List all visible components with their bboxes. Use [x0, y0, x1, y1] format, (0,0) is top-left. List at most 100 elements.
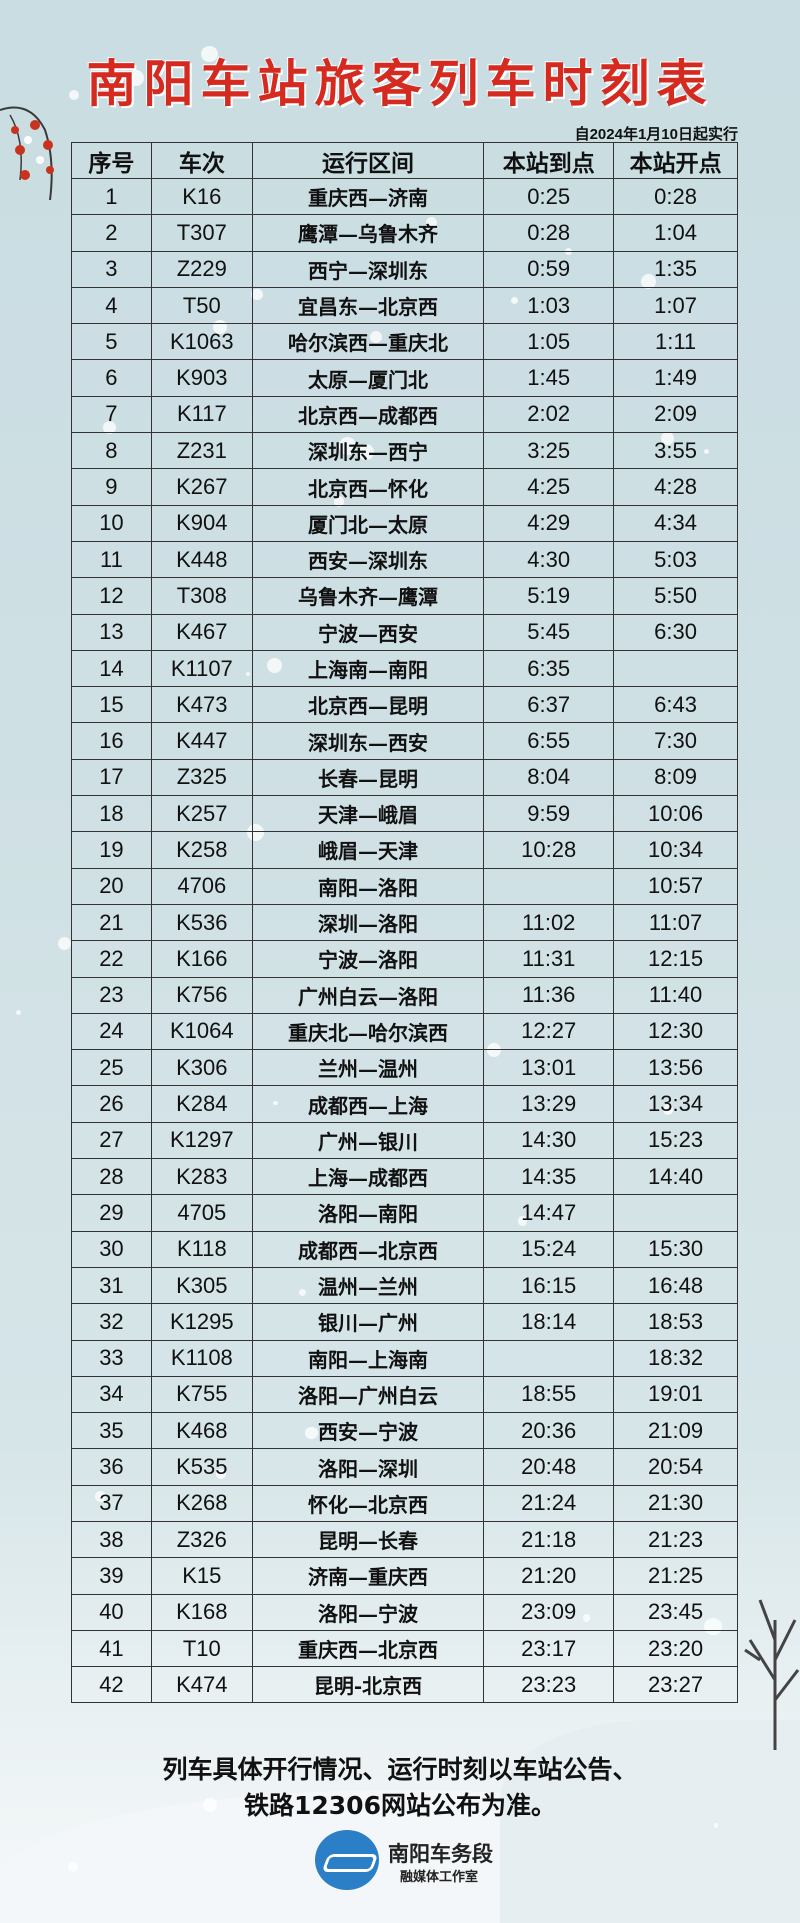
cell-departure: 11:07 [613, 903, 738, 942]
cell-route: 兰州—温州 [251, 1049, 485, 1087]
cell-arrival: 5:19 [483, 577, 615, 615]
cell-route: 重庆西—济南 [251, 177, 485, 216]
railway-logo-icon [315, 1830, 379, 1890]
cell-index: 39 [71, 1557, 152, 1595]
cell-departure: 23:20 [613, 1629, 738, 1668]
cell-train: K536 [150, 903, 253, 942]
table-row: 2 T307 鹰潭—乌鲁木齐 0:28 1:04 [71, 214, 738, 252]
cell-train: K16 [150, 177, 253, 216]
table-row: 9 K267 北京西—怀化 4:25 4:28 [71, 468, 738, 506]
header-departure: 本站开点 [613, 142, 738, 179]
snowflake [200, 45, 218, 63]
cell-arrival: 23:17 [483, 1629, 615, 1668]
cell-departure: 18:32 [613, 1339, 738, 1377]
cell-index: 15 [71, 686, 152, 724]
notice-line-1: 列车具体开行情况、运行时刻以车站公告、 [162, 1755, 638, 1784]
cell-route: 峨眉—天津 [251, 831, 485, 869]
cell-train: K305 [150, 1266, 253, 1305]
table-row: 1 K16 重庆西—济南 0:25 0:28 [71, 177, 738, 216]
cell-departure: 14:40 [613, 1158, 738, 1196]
cell-index: 14 [71, 649, 152, 688]
table-row: 10 K904 厦门北—太原 4:29 4:34 [71, 504, 738, 542]
cell-train: K473 [150, 686, 253, 724]
page-title: 南阳车站旅客列车时刻表 [86, 54, 714, 113]
cell-arrival: 11:31 [483, 940, 615, 978]
cell-route: 北京西—昆明 [251, 686, 485, 724]
cell-route: 宜昌东—北京西 [251, 286, 485, 325]
cell-index: 20 [71, 867, 152, 905]
cell-departure: 15:30 [613, 1230, 738, 1268]
cell-train: K257 [150, 795, 253, 833]
cell-index: 2 [71, 214, 152, 252]
cell-index: 37 [71, 1484, 152, 1522]
cell-train: K283 [150, 1158, 253, 1196]
table-row: 37 K268 怀化—北京西 21:24 21:30 [71, 1484, 738, 1522]
cell-index: 8 [71, 432, 152, 470]
cell-train: K1064 [150, 1012, 253, 1051]
cell-departure: 21:25 [613, 1557, 738, 1595]
cell-train: K1107 [150, 649, 253, 688]
cell-arrival: 21:24 [483, 1484, 615, 1522]
table-row: 13 K467 宁波—西安 5:45 6:30 [71, 613, 738, 651]
cell-route: 温州—兰州 [251, 1266, 485, 1305]
table-row: 41 T10 重庆西—北京西 23:17 23:20 [71, 1629, 738, 1668]
cell-arrival: 12:27 [483, 1012, 615, 1051]
cell-index: 23 [71, 976, 152, 1014]
cell-departure: 18:53 [613, 1303, 738, 1341]
cell-train: K166 [150, 940, 253, 978]
cell-index: 16 [71, 722, 152, 760]
cell-index: 9 [71, 468, 152, 506]
cell-departure: 6:43 [613, 686, 738, 724]
cell-train: K306 [150, 1049, 253, 1087]
cell-index: 13 [71, 613, 152, 651]
cell-arrival: 21:20 [483, 1557, 615, 1595]
cell-route: 洛阳—广州白云 [251, 1375, 485, 1414]
cell-arrival: 14:47 [483, 1194, 615, 1232]
cell-route: 西安—深圳东 [251, 540, 485, 579]
cell-arrival: 1:05 [483, 323, 615, 361]
table-row: 5 K1063 哈尔滨西—重庆北 1:05 1:11 [71, 323, 738, 361]
cell-index: 12 [71, 577, 152, 615]
cell-route: 洛阳—宁波 [251, 1593, 485, 1631]
cell-route: 哈尔滨西—重庆北 [251, 323, 485, 361]
table-row: 24 K1064 重庆北—哈尔滨西 12:27 12:30 [71, 1012, 738, 1051]
cell-route: 长春—昆明 [251, 758, 485, 797]
cell-arrival: 1:03 [483, 286, 615, 325]
cell-index: 28 [71, 1158, 152, 1196]
cell-route: 洛阳—南阳 [251, 1194, 485, 1232]
cell-train: Z231 [150, 432, 253, 470]
cell-route: 成都西—上海 [251, 1085, 485, 1123]
cell-departure: 1:04 [613, 214, 738, 252]
cell-arrival: 21:18 [483, 1520, 615, 1559]
table-row: 17 Z325 长春—昆明 8:04 8:09 [71, 758, 738, 797]
cell-route: 成都西—北京西 [251, 1230, 485, 1268]
cell-arrival: 11:36 [483, 976, 615, 1014]
cell-departure: 2:09 [613, 395, 738, 434]
cell-departure: 12:30 [613, 1012, 738, 1051]
cell-arrival: 23:23 [483, 1666, 615, 1704]
cell-index: 33 [71, 1339, 152, 1377]
cell-train: Z229 [150, 250, 253, 288]
cell-index: 10 [71, 504, 152, 542]
cell-arrival: 4:30 [483, 540, 615, 579]
table-row: 20 4706 南阳—洛阳 10:57 [71, 867, 738, 905]
cell-arrival [483, 1339, 615, 1377]
cell-arrival: 0:25 [483, 177, 615, 216]
cell-departure [613, 1194, 738, 1232]
cell-index: 31 [71, 1266, 152, 1305]
cell-index: 38 [71, 1520, 152, 1559]
cell-departure: 7:30 [613, 722, 738, 760]
table-row: 16 K447 深圳东—西安 6:55 7:30 [71, 722, 738, 760]
cell-arrival: 18:14 [483, 1303, 615, 1341]
cell-index: 27 [71, 1121, 152, 1160]
cell-route: 怀化—北京西 [251, 1484, 485, 1522]
cell-arrival: 4:25 [483, 468, 615, 506]
cell-arrival: 0:59 [483, 250, 615, 288]
cell-index: 7 [71, 395, 152, 434]
cell-route: 北京西—怀化 [251, 468, 485, 506]
cell-index: 42 [71, 1666, 152, 1704]
cell-index: 41 [71, 1629, 152, 1668]
cell-departure: 13:34 [613, 1085, 738, 1123]
cell-arrival: 20:48 [483, 1448, 615, 1486]
table-row: 30 K118 成都西—北京西 15:24 15:30 [71, 1230, 738, 1268]
